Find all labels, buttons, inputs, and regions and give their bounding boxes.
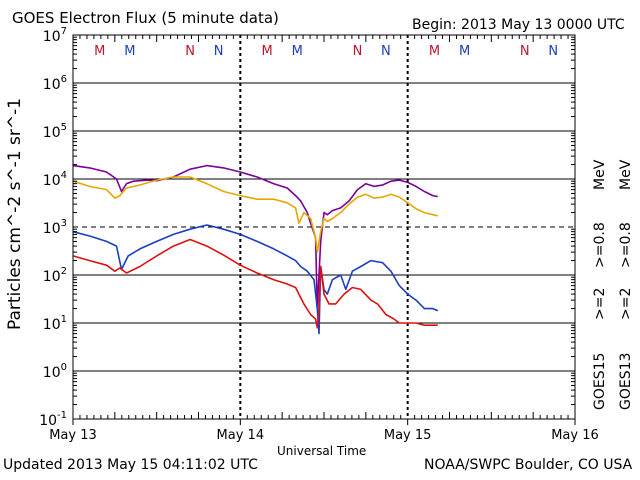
- series-line: [72, 224, 439, 335]
- marker-label: N: [381, 44, 391, 59]
- marker-label: M: [292, 44, 303, 59]
- x-tick-label: May 16: [551, 428, 599, 443]
- y-tick-label: 102: [43, 266, 67, 285]
- y-tick-label: 100: [43, 362, 67, 381]
- x-tick-label: May 15: [384, 428, 432, 443]
- series-line: [72, 176, 438, 253]
- grid-layer: [73, 35, 575, 419]
- legend: GOES15 GOES13 >=2 >=0.8 >=2 >=0.8 MeV MeV: [592, 159, 634, 410]
- legend-unit: MeV: [592, 159, 608, 190]
- series-line: [72, 238, 438, 329]
- updated-timestamp: Updated 2013 May 15 04:11:02 UTC: [3, 457, 258, 473]
- legend-entry: >=2: [592, 288, 608, 320]
- marker-label: M: [429, 44, 440, 59]
- legend-unit: MeV: [618, 159, 634, 190]
- marker-label: N: [214, 44, 224, 59]
- marker-label: N: [185, 44, 195, 59]
- y-tick-label: 10-1: [39, 410, 67, 429]
- y-tick-label: 101: [43, 314, 67, 333]
- series-layer: [72, 164, 439, 335]
- x-tick-label: May 13: [49, 428, 97, 443]
- chart-title: GOES Electron Flux (5 minute data): [12, 9, 279, 27]
- marker-label: N: [520, 44, 530, 59]
- y-tick-label: 103: [43, 218, 67, 237]
- marker-label: M: [94, 44, 105, 59]
- begin-time: Begin: 2013 May 13 0000 UTC: [412, 17, 625, 33]
- marker-label: M: [459, 44, 470, 59]
- legend-group-label: GOES15: [592, 353, 608, 410]
- legend-group-label: GOES13: [618, 353, 634, 410]
- marker-label: M: [124, 44, 135, 59]
- y-tick-label: 104: [43, 170, 67, 189]
- y-tick-label: 107: [43, 26, 67, 45]
- marker-label: N: [353, 44, 363, 59]
- y-axis-label: Particles cm^-2 s^-1 sr^-1: [5, 98, 25, 330]
- y-axis-label-text: Particles cm^-2 s^-1 sr^-1: [5, 98, 25, 330]
- y-tick-label: 106: [43, 74, 67, 93]
- legend-entry: >=0.8: [592, 222, 608, 268]
- marker-label: N: [548, 44, 558, 59]
- x-axis-label: Universal Time: [277, 444, 366, 458]
- x-tick-label: May 14: [217, 428, 265, 443]
- legend-entry: >=0.8: [618, 222, 634, 268]
- marker-label: M: [261, 44, 272, 59]
- y-tick-label: 105: [43, 122, 67, 141]
- legend-entry: >=2: [618, 288, 634, 320]
- credit-label: NOAA/SWPC Boulder, CO USA: [424, 457, 633, 473]
